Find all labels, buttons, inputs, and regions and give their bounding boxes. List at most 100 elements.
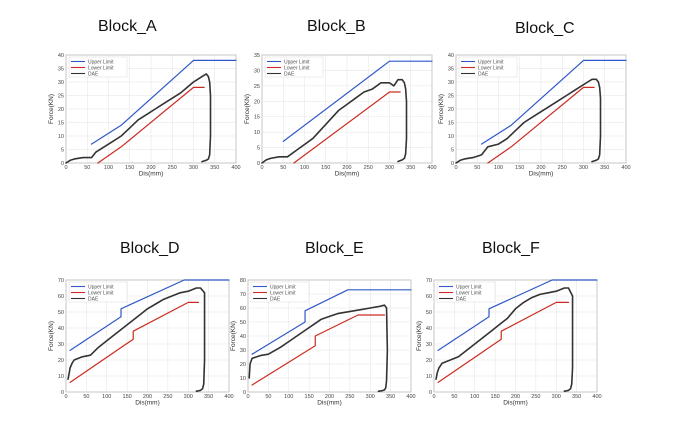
x-tick-label: 100 (102, 394, 111, 400)
y-tick-label: 35 (254, 53, 260, 59)
series-line-upper-limit (69, 279, 230, 352)
y-tick-label: 60 (426, 294, 432, 300)
y-tick-label: 0 (61, 161, 64, 167)
y-tick-label: 80 (240, 278, 246, 284)
x-tick-label: 150 (321, 165, 330, 171)
x-tick-label: 200 (146, 165, 155, 171)
y-tick-label: 40 (240, 334, 246, 340)
legend-entry: DAE (478, 71, 489, 77)
y-tick-label: 30 (448, 80, 454, 86)
x-axis-label: Dis(mm) (529, 171, 554, 178)
y-tick-label: 70 (426, 278, 432, 284)
x-tick-label: 150 (123, 394, 132, 400)
x-tick-label: 300 (579, 165, 588, 171)
x-tick-label: 200 (536, 165, 545, 171)
x-axis-label: Dis(mm) (335, 171, 360, 178)
y-tick-label: 15 (254, 115, 260, 121)
x-tick-label: 350 (386, 394, 395, 400)
y-tick-label: 10 (448, 134, 454, 140)
legend-entry: Lower Limit (478, 65, 504, 71)
x-tick-label: 250 (364, 165, 373, 171)
x-tick-label: 150 (305, 394, 314, 400)
series-line-lower-limit (487, 86, 595, 164)
x-tick-label: 400 (427, 165, 436, 171)
y-tick-label: 15 (58, 121, 64, 127)
x-axis-label: Dis(mm) (139, 171, 164, 178)
x-axis-label: Dis(mm) (317, 400, 342, 407)
x-tick-label: 400 (621, 165, 630, 171)
x-tick-label: 200 (143, 394, 152, 400)
y-tick-label: 20 (254, 99, 260, 105)
x-tick-label: 50 (451, 394, 457, 400)
x-axis-label: Dis(mm) (135, 400, 160, 407)
series-line-lower-limit (69, 301, 200, 384)
chart-title: Block_F (482, 240, 540, 257)
x-tick-label: 250 (345, 394, 354, 400)
x-tick-label: 250 (168, 165, 177, 171)
series-line-upper-limit (90, 59, 237, 145)
legend-entry: Upper Limit (456, 284, 482, 290)
legend-entry: DAE (88, 296, 99, 302)
y-tick-label: 25 (448, 94, 454, 100)
x-axis-label: Dis(mm) (503, 400, 528, 407)
x-tick-label: 200 (511, 394, 520, 400)
y-tick-label: 40 (58, 326, 64, 332)
y-tick-label: 0 (243, 390, 246, 396)
chart-title: Block_A (98, 18, 157, 35)
series-line-lower-limit (251, 314, 386, 386)
y-tick-label: 50 (58, 310, 64, 316)
y-axis-label: Force(KN) (244, 94, 251, 124)
legend-entry: Lower Limit (270, 290, 296, 296)
x-tick-label: 50 (474, 165, 480, 171)
y-tick-label: 40 (426, 326, 432, 332)
x-tick-label: 350 (600, 165, 609, 171)
y-axis-label: Force(KN) (230, 321, 237, 351)
series-line-upper-limit (437, 279, 598, 352)
chart-title: Block_E (305, 240, 364, 257)
legend-entry: Lower Limit (284, 65, 310, 71)
x-tick-label: 150 (515, 165, 524, 171)
y-tick-label: 20 (426, 358, 432, 364)
y-tick-label: 5 (257, 146, 260, 152)
y-axis-label: Force(KN) (438, 94, 445, 124)
y-axis-label: Force(KN) (48, 321, 55, 351)
x-tick-label: 400 (231, 165, 240, 171)
y-tick-label: 60 (58, 294, 64, 300)
x-tick-label: 400 (592, 394, 601, 400)
y-tick-label: 10 (58, 374, 64, 380)
x-tick-label: 200 (325, 394, 334, 400)
x-tick-label: 100 (300, 165, 309, 171)
x-tick-label: 0 (432, 394, 435, 400)
chart-0: 0 50 100 150 200 250 300 350 400 0 5 10 15 20 25 30 35 40… (48, 53, 241, 178)
series-line-lower-limit (437, 301, 570, 384)
series-line-upper-limit (480, 59, 627, 145)
x-tick-label: 50 (280, 165, 286, 171)
chart-2: 0 50 100 150 200 250 300 350 400 0 5 10 15 20 25 30 35 40… (438, 53, 631, 178)
legend-entry: Lower Limit (88, 290, 114, 296)
y-tick-label: 70 (240, 292, 246, 298)
x-tick-label: 300 (366, 394, 375, 400)
y-tick-label: 30 (254, 68, 260, 74)
y-tick-label: 15 (448, 121, 454, 127)
series-line-upper-limit (282, 60, 433, 143)
x-tick-label: 300 (552, 394, 561, 400)
chart-4: 0 50 100 150 200 250 300 350 400 0 10 20 30 40 50 60 70 8… (230, 278, 416, 407)
y-tick-label: 0 (61, 390, 64, 396)
x-tick-label: 400 (406, 394, 415, 400)
series-line-upper-limit (251, 289, 412, 355)
x-tick-label: 350 (204, 394, 213, 400)
y-tick-label: 0 (451, 161, 454, 167)
x-tick-label: 0 (64, 394, 67, 400)
x-tick-label: 150 (491, 394, 500, 400)
y-tick-label: 50 (426, 310, 432, 316)
legend-entry: DAE (456, 296, 467, 302)
legend-entry: Upper Limit (88, 284, 114, 290)
y-tick-label: 35 (58, 67, 64, 73)
y-tick-label: 40 (448, 53, 454, 59)
chart-title: Block_C (515, 20, 575, 37)
y-tick-label: 25 (58, 94, 64, 100)
x-tick-label: 250 (531, 394, 540, 400)
chart-1: 0 50 100 150 200 250 300 350 400 0 5 10 15 20 25 30 35 Di… (244, 53, 437, 178)
x-tick-label: 400 (224, 394, 233, 400)
legend-entry: Lower Limit (456, 290, 482, 296)
